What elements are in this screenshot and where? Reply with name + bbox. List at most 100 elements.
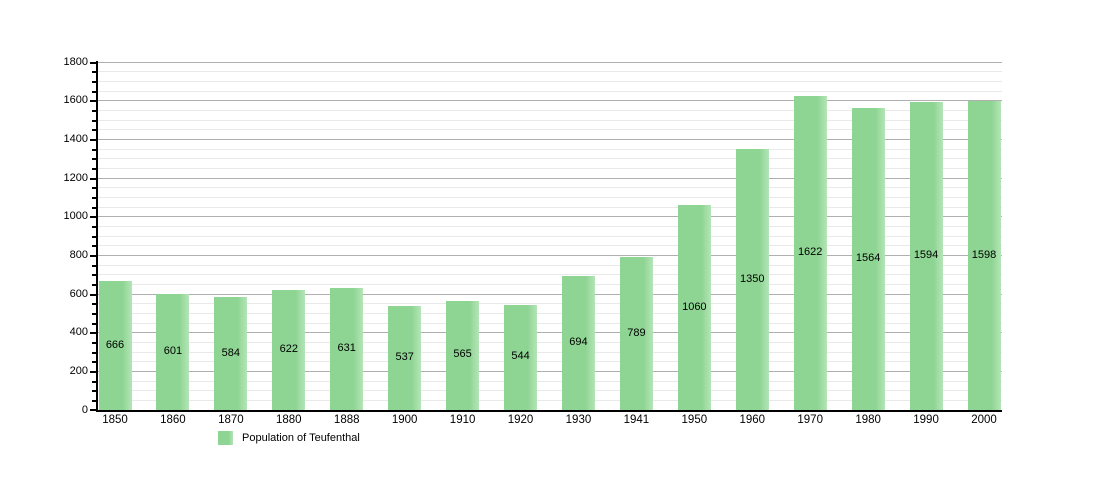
bar-value-label: 622 <box>279 342 298 355</box>
x-axis-tick-label: 1900 <box>391 414 418 426</box>
bar-1850: 666 <box>98 281 132 410</box>
y-axis-tick-label: 1600 <box>63 94 88 106</box>
bar-1888: 631 <box>330 288 364 410</box>
y-axis-minor-tick <box>92 303 97 305</box>
x-axis-tick-label: 1980 <box>855 414 881 426</box>
y-axis-major-tick <box>90 332 97 334</box>
y-axis-major-tick <box>90 409 97 411</box>
y-axis-major-tick <box>90 62 97 64</box>
minor-gridline <box>97 187 1002 188</box>
bar-value-label: 694 <box>569 335 588 348</box>
bar-1980: 1564 <box>851 107 885 410</box>
bar-1920: 544 <box>504 304 538 410</box>
major-gridline <box>97 139 1002 140</box>
x-axis-tick-label: 1850 <box>102 414 128 426</box>
minor-gridline <box>97 342 1002 343</box>
y-axis-minor-tick <box>92 265 97 267</box>
y-axis-major-tick <box>90 216 97 218</box>
minor-gridline <box>97 274 1002 275</box>
y-axis-minor-tick <box>92 284 97 286</box>
legend-label: Population of Teufenthal <box>242 432 360 444</box>
y-axis-major-tick <box>90 100 97 102</box>
x-axis-tick-label: 1930 <box>565 414 592 426</box>
minor-gridline <box>97 81 1002 82</box>
bar-value-label: 1564 <box>855 251 881 264</box>
minor-gridline <box>97 381 1002 382</box>
y-axis-minor-tick <box>92 323 97 325</box>
x-axis-tick-label: 1941 <box>623 414 650 426</box>
bar-1960: 1350 <box>735 149 769 410</box>
x-axis-tick-label: 1950 <box>681 414 708 426</box>
bar-value-label: 565 <box>453 348 472 361</box>
bar-1900: 537 <box>388 306 422 410</box>
y-axis-minor-tick <box>92 236 97 238</box>
bar-1860: 601 <box>156 293 190 410</box>
y-axis-major-tick <box>90 255 97 257</box>
major-gridline <box>97 371 1002 372</box>
bar-value-label: 1060 <box>682 300 707 313</box>
bar-value-label: 544 <box>511 350 530 363</box>
minor-gridline <box>97 110 1002 111</box>
x-axis-tick-label: 2000 <box>971 414 997 426</box>
x-axis-tick-label: 1990 <box>913 414 939 426</box>
bar-1990: 1594 <box>909 101 943 410</box>
y-axis-minor-tick <box>92 158 97 160</box>
y-axis-minor-tick <box>92 226 97 228</box>
bar-value-label: 601 <box>163 344 183 357</box>
minor-gridline <box>97 265 1002 266</box>
bar-1941: 789 <box>619 257 653 410</box>
major-gridline <box>97 100 1002 101</box>
bar-value-label: 1594 <box>913 248 939 261</box>
y-axis-major-tick <box>90 294 97 296</box>
y-axis-minor-tick <box>92 274 97 276</box>
x-axis-tick-label: 1880 <box>276 414 302 426</box>
bar-1950: 1060 <box>677 205 711 410</box>
bar-1910: 565 <box>446 300 480 410</box>
bar-1870: 584 <box>214 297 248 410</box>
bar-value-label: 1598 <box>971 248 997 261</box>
major-gridline <box>97 332 1002 333</box>
x-axis-tick-label: 1860 <box>160 414 186 426</box>
y-axis-minor-tick <box>92 120 97 122</box>
bar-1930: 694 <box>561 275 595 410</box>
y-axis-major-tick <box>90 139 97 141</box>
y-axis-major-tick <box>90 371 97 373</box>
y-axis-tick-label: 0 <box>81 404 88 416</box>
bar-value-label: 631 <box>337 341 356 354</box>
x-axis-tick-label: 1910 <box>449 414 476 426</box>
minor-gridline <box>97 120 1002 121</box>
minor-gridline <box>97 158 1002 159</box>
bar-2000: 1598 <box>967 101 1001 410</box>
x-axis-tick-label: 1970 <box>797 414 823 426</box>
y-axis-minor-tick <box>92 207 97 209</box>
y-axis-tick-label: 1400 <box>63 133 88 145</box>
y-axis-minor-tick <box>92 110 97 112</box>
y-axis-major-tick <box>90 178 97 180</box>
y-axis-tick-label: 600 <box>69 288 88 300</box>
y-axis-minor-tick <box>92 91 97 93</box>
minor-gridline <box>97 91 1002 92</box>
major-gridline <box>97 216 1002 217</box>
y-axis-minor-tick <box>92 149 97 151</box>
major-gridline <box>97 178 1002 179</box>
y-axis-minor-tick <box>92 197 97 199</box>
minor-gridline <box>97 303 1002 304</box>
y-axis-tick-label: 200 <box>69 365 88 377</box>
y-axis-line <box>96 61 98 411</box>
y-axis-minor-tick <box>92 129 97 131</box>
bar-value-label: 537 <box>395 351 414 364</box>
minor-gridline <box>97 207 1002 208</box>
minor-gridline <box>97 168 1002 169</box>
minor-gridline <box>97 71 1002 72</box>
major-gridline <box>97 255 1002 256</box>
minor-gridline <box>97 400 1002 401</box>
bar-value-label: 666 <box>105 338 125 351</box>
y-axis-minor-tick <box>92 342 97 344</box>
minor-gridline <box>97 323 1002 324</box>
y-axis-tick-label: 1200 <box>63 172 88 184</box>
bar-value-label: 1622 <box>797 246 823 259</box>
minor-gridline <box>97 226 1002 227</box>
minor-gridline <box>97 149 1002 150</box>
legend: Population of Teufenthal <box>218 431 360 445</box>
bar-value-label: 584 <box>221 346 241 359</box>
